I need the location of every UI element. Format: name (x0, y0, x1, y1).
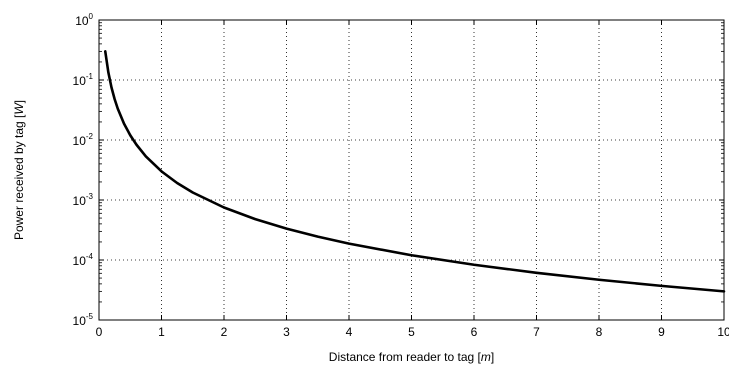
y-tick-exponent: 0 (89, 12, 94, 21)
x-tick-label: 2 (221, 325, 228, 339)
y-axis-label-unit: W (12, 102, 26, 115)
x-tick-label: 5 (408, 325, 415, 339)
y-tick-base: 10 (73, 134, 87, 148)
y-tick-label: 10-3 (73, 192, 94, 208)
x-tick-label: 7 (533, 325, 540, 339)
y-axis-label-before: Power received by tag [ (12, 114, 26, 240)
x-tick-label: 4 (346, 325, 353, 339)
y-tick-exponent: -2 (86, 132, 94, 141)
x-tick-label: 8 (596, 325, 603, 339)
y-axis-label: Power received by tag [W] (12, 100, 26, 240)
y-tick-base: 10 (75, 14, 89, 28)
power-curve-line (103, 50, 726, 293)
y-tick-exponent: -1 (86, 72, 94, 81)
y-tick-label: 10-5 (73, 312, 94, 328)
x-tick-label: 6 (471, 325, 478, 339)
y-axis-label-after: ] (12, 100, 26, 103)
x-tick-label: 10 (717, 325, 729, 339)
x-axis-label: Distance from reader to tag [m] (329, 350, 494, 364)
x-tick-label: 1 (158, 325, 165, 339)
y-tick-label: 10-4 (73, 252, 94, 268)
y-tick-base: 10 (73, 314, 87, 328)
y-tick-exponent: -3 (86, 192, 94, 201)
y-tick-base: 10 (73, 254, 87, 268)
x-axis-label-before: Distance from reader to tag [ (329, 350, 482, 364)
y-tick-base: 10 (73, 194, 87, 208)
y-tick-label: 10-2 (73, 132, 94, 148)
y-tick-base: 10 (73, 74, 87, 88)
y-tick-label: 10-1 (73, 72, 94, 88)
grid (99, 20, 724, 320)
y-tick-exponent: -5 (86, 312, 94, 321)
x-tick-labels: 0 1 2 3 4 5 6 7 8 9 10 (96, 325, 729, 339)
x-axis-label-unit: m (481, 350, 491, 364)
x-axis-label-after: ] (491, 350, 494, 364)
x-tick-label: 9 (658, 325, 665, 339)
x-tick-label: 0 (96, 325, 103, 339)
axis-ticks (98, 19, 725, 321)
y-tick-label: 100 (75, 12, 93, 28)
y-tick-exponent: -4 (86, 252, 94, 261)
x-tick-label: 3 (283, 325, 290, 339)
